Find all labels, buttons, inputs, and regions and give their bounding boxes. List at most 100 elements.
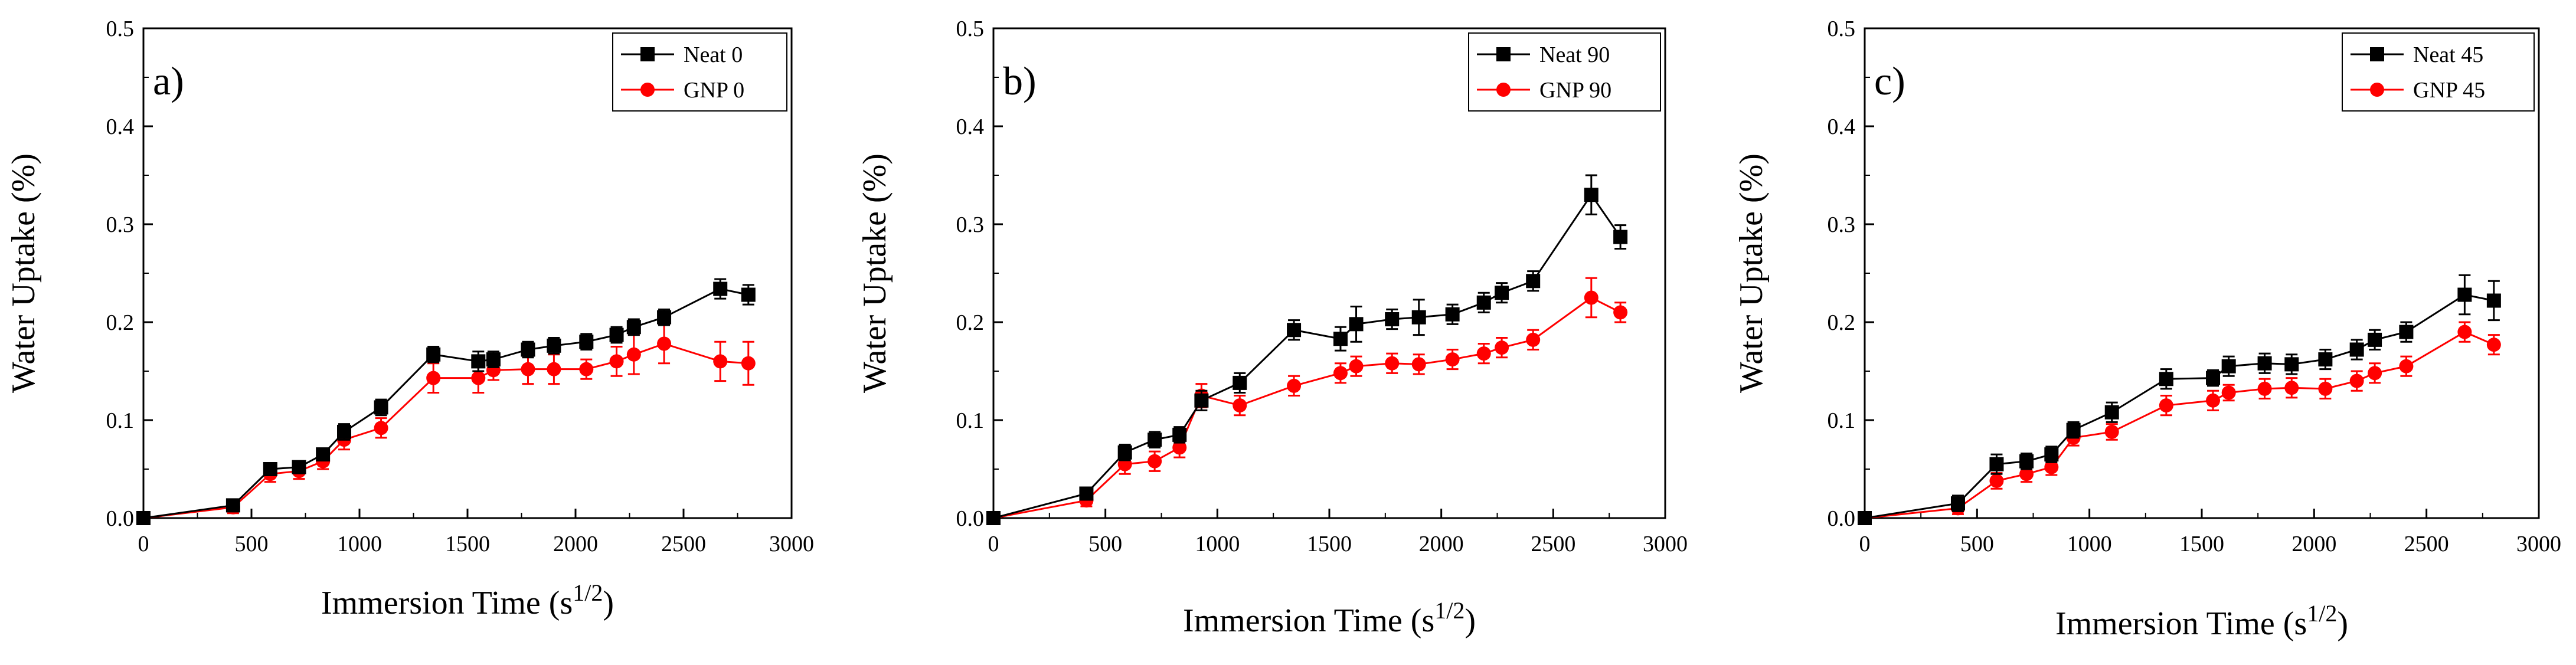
data-point (2318, 352, 2333, 367)
data-point (1287, 378, 1302, 393)
x-tick-label: 3000 (2516, 532, 2561, 556)
x-tick-label: 0 (988, 532, 999, 556)
data-point (521, 342, 535, 357)
y-tick-label: 0.4 (106, 114, 135, 139)
data-point (1584, 188, 1598, 202)
data-point (316, 447, 331, 462)
data-point (337, 424, 352, 439)
data-point (1613, 230, 1628, 244)
x-tick-label: 1000 (1195, 532, 1240, 556)
data-point (1476, 346, 1491, 361)
data-point (2221, 385, 2236, 400)
x-axis-title: Immersion Time (s1/2) (1183, 597, 1476, 639)
data-point (547, 338, 561, 353)
series-gnp-0 (136, 323, 756, 525)
data-point (1950, 496, 1965, 511)
y-tick-label: 0.2 (106, 310, 135, 335)
y-axis-title: Water Uptake (%) (857, 153, 893, 393)
data-point (986, 511, 1001, 525)
data-point (263, 462, 277, 476)
chart-panel-1: 0 500 1000 1500 2000 2500 3000 0.0 0.1 0.2 0.3 0.4 0… (5, 17, 814, 621)
data-point (2368, 366, 2382, 381)
data-point (1172, 427, 1187, 442)
legend-box (612, 32, 787, 112)
data-point (2206, 371, 2221, 385)
legend: Neat 90 GNP 90 (1468, 32, 1661, 112)
y-tick-label: 0.0 (956, 506, 985, 531)
y-axis-title: Water Uptake (%) (5, 153, 42, 393)
legend-box (2342, 32, 2535, 112)
chart-panel-3: 0 500 1000 1500 2000 2500 3000 0.0 0.1 0.2 0.3 0.4 0… (1733, 17, 2561, 642)
legend-marker (640, 83, 655, 97)
legend-label: Neat 45 (2413, 42, 2483, 67)
data-point (2486, 338, 2501, 352)
data-point (1287, 323, 1302, 338)
data-point (2368, 332, 2382, 347)
y-tick-label: 0.3 (1828, 212, 1856, 237)
data-point (741, 356, 756, 371)
data-point (1233, 398, 1247, 413)
y-tick-label: 0.5 (956, 17, 985, 41)
data-point (426, 371, 441, 385)
data-point (2349, 342, 2364, 357)
y-axis-title: Water Uptake (%) (1733, 153, 1770, 393)
data-point (1411, 310, 1426, 325)
data-point (2044, 447, 2059, 462)
data-point (2284, 357, 2299, 372)
data-point (2257, 356, 2272, 371)
legend-marker (1496, 47, 1511, 61)
y-tick-label: 0.2 (956, 310, 985, 335)
y-tick-label: 0.3 (106, 212, 135, 237)
data-point (1411, 357, 1426, 372)
data-point (374, 421, 388, 435)
data-point (1858, 511, 1872, 525)
data-point (136, 511, 151, 525)
legend-box (1468, 32, 1661, 112)
series-line (143, 342, 748, 519)
x-tick-label: 500 (1960, 532, 1994, 556)
data-point (2019, 467, 2034, 481)
legend-marker (2370, 83, 2384, 97)
data-point (547, 362, 561, 376)
data-point (1526, 274, 1541, 289)
data-point (713, 354, 728, 369)
data-point (1989, 473, 2004, 488)
x-tick-label: 1500 (445, 532, 490, 556)
x-tick-label: 2000 (1419, 532, 1464, 556)
y-tick-label: 0.4 (1828, 114, 1856, 139)
data-point (1333, 332, 1348, 346)
data-point (1476, 295, 1491, 310)
data-point (1385, 312, 1400, 327)
data-point (579, 335, 594, 349)
data-point (2486, 293, 2501, 308)
data-point (1233, 375, 1247, 390)
data-point (2066, 422, 2081, 437)
panel-label: b) (1003, 58, 1037, 103)
data-point (2349, 374, 2364, 388)
data-point (2044, 460, 2059, 474)
y-tick-label: 0.5 (1828, 17, 1856, 41)
data-point (2399, 325, 2414, 339)
y-tick-label: 0.0 (106, 506, 135, 531)
x-tick-label: 3000 (769, 532, 814, 556)
data-point (579, 362, 594, 376)
data-point (2104, 424, 2119, 439)
x-tick-label: 1000 (2067, 532, 2112, 556)
panel-label: a) (153, 58, 184, 103)
y-tick-label: 0.2 (1828, 310, 1856, 335)
legend-label: Neat 90 (1539, 42, 1610, 67)
data-point (2206, 393, 2221, 408)
x-tick-label: 1000 (337, 532, 382, 556)
data-point (2257, 381, 2272, 396)
panel-label: c) (1874, 58, 1905, 103)
legend: Neat 45 GNP 45 (2342, 32, 2535, 112)
data-point (471, 354, 486, 369)
data-point (1613, 305, 1628, 320)
data-point (2104, 405, 2119, 420)
x-tick-label: 2000 (2291, 532, 2336, 556)
x-tick-label: 1500 (2179, 532, 2224, 556)
legend-label: GNP 90 (1539, 78, 1611, 103)
data-point (1385, 356, 1400, 371)
y-tick-label: 0.3 (956, 212, 985, 237)
x-tick-label: 0 (1859, 532, 1871, 556)
